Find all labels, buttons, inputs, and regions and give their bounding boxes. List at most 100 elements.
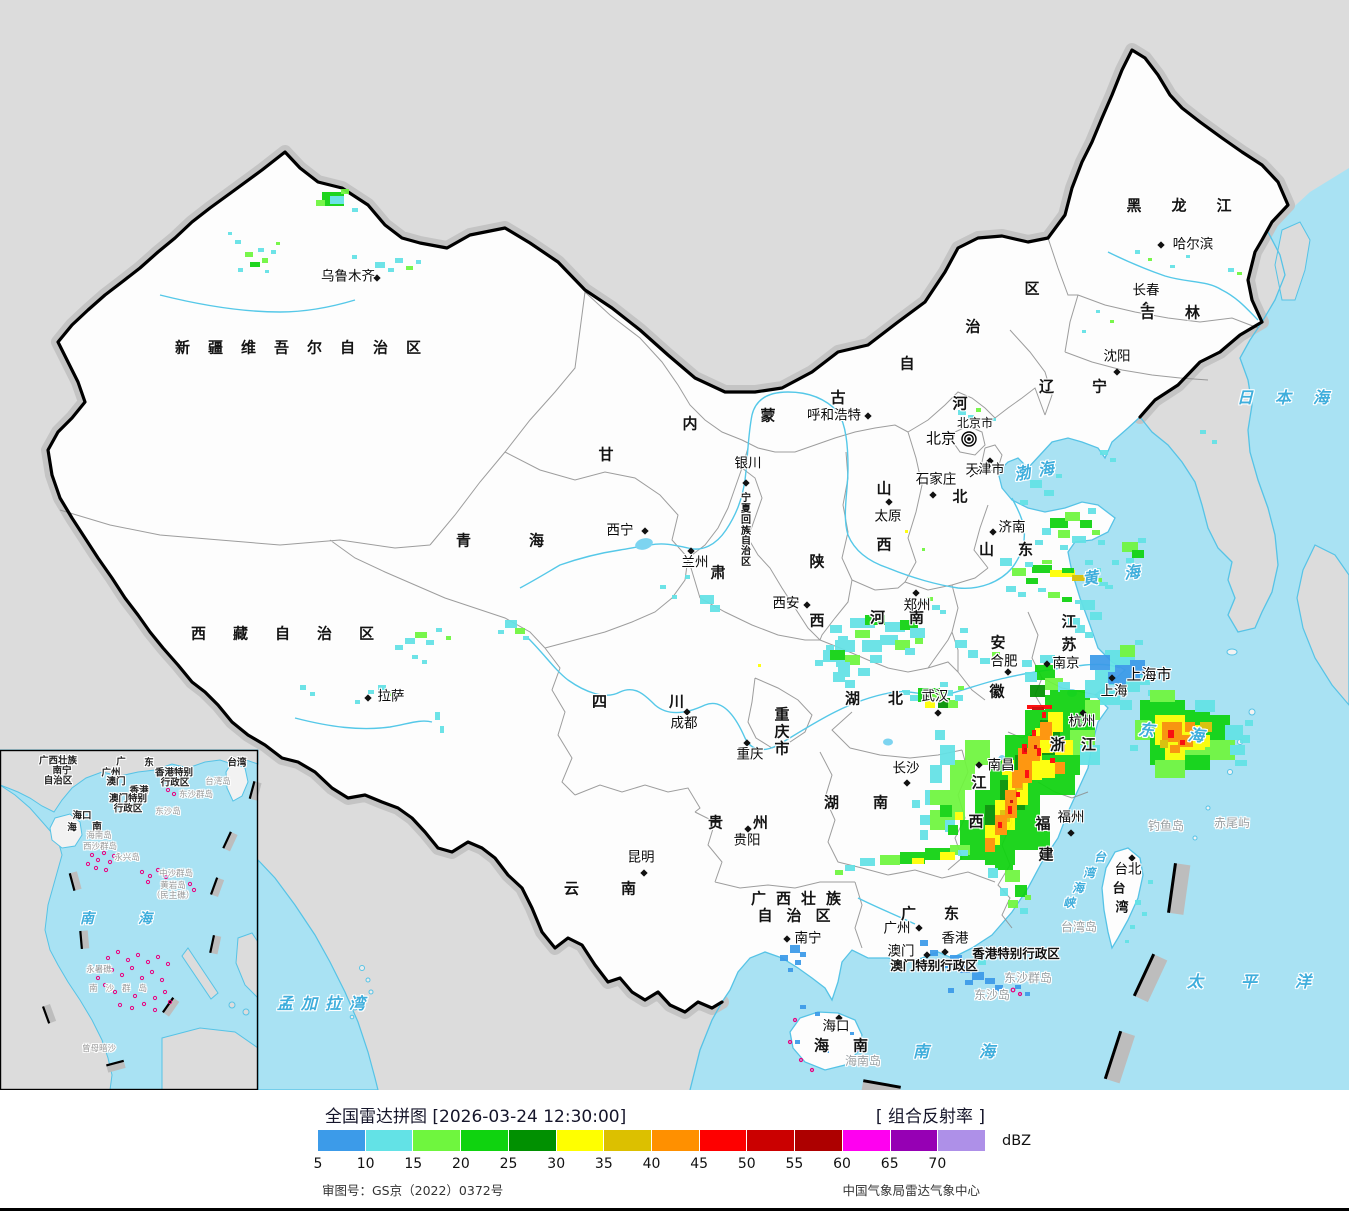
- radar-echo: [1025, 562, 1033, 567]
- city-label: 福州: [1057, 809, 1085, 826]
- radar-echo: [1040, 760, 1055, 778]
- legend-tick-label: 40: [642, 1156, 661, 1172]
- city-marker: [373, 274, 381, 282]
- radar-echo: [1006, 586, 1016, 592]
- radar-echo: [1042, 560, 1052, 564]
- legend-tick-label: 45: [690, 1156, 709, 1172]
- radar-echo: [1185, 755, 1210, 770]
- city-label: 天津市: [965, 462, 1005, 478]
- japan-landmass: [1296, 544, 1349, 706]
- province-label: 甘: [598, 445, 614, 464]
- radar-echo: [1138, 538, 1146, 543]
- radar-echo: [1080, 745, 1100, 765]
- city-label: 济南: [998, 519, 1026, 536]
- radar-echo: [1135, 900, 1141, 905]
- inset-label: 台湾: [227, 757, 247, 769]
- radar-echo: [1130, 925, 1135, 929]
- radar-echo: [1010, 800, 1013, 803]
- province-label: 河: [952, 394, 968, 413]
- radar-echo: [1065, 512, 1080, 521]
- sar-label: 澳门特别行政区: [890, 957, 978, 973]
- province-label: 辽宁: [1038, 377, 1146, 396]
- radar-echo: [958, 850, 968, 856]
- radar-echo: [1050, 518, 1068, 528]
- radar-echo: [710, 605, 720, 612]
- inset-label: 澳门: [106, 776, 126, 788]
- radar-echo: [1032, 707, 1044, 710]
- radar-echo: [1240, 735, 1250, 743]
- city-label: 澳门: [887, 943, 915, 960]
- radar-echo: [258, 248, 264, 252]
- inset-label: 广: [116, 756, 126, 768]
- island-label: 海南岛: [844, 1054, 882, 1068]
- city-label: 广州: [883, 920, 911, 937]
- radar-echo: [945, 690, 953, 696]
- city-label: 昆明: [627, 849, 655, 866]
- province-label: 自: [899, 354, 915, 373]
- radar-echo: [1025, 992, 1030, 996]
- city-label: 上海市: [1126, 665, 1172, 684]
- radar-echo: [927, 597, 933, 601]
- radar-echo: [880, 635, 898, 645]
- radar-echo: [1120, 700, 1132, 710]
- city-label: 香港: [941, 930, 969, 947]
- radar-map: [0, 0, 1349, 1090]
- radar-echo: [1168, 730, 1174, 738]
- province-label: 夏: [741, 504, 751, 515]
- radar-echo: [1008, 900, 1018, 908]
- radar-echo: [920, 940, 928, 946]
- radar-echo: [965, 740, 990, 765]
- radar-echo: [1050, 758, 1055, 763]
- island-label: 钓鱼岛: [1147, 819, 1185, 833]
- bay-of-bengal: [257, 858, 379, 1090]
- inset-label: 自治区: [43, 775, 73, 787]
- inset-island-label: 永兴岛: [114, 852, 140, 863]
- sar-label: 香港特别行政区: [972, 945, 1060, 961]
- radar-echo: [940, 805, 952, 817]
- radar-echo: [1048, 592, 1060, 598]
- radar-echo: [988, 868, 998, 878]
- radar-echo: [940, 745, 955, 765]
- city-label: 拉萨: [377, 688, 405, 705]
- radar-echo: [395, 258, 403, 263]
- radar-echo: [815, 660, 823, 666]
- radar-echo: [1000, 888, 1008, 896]
- radar-echo: [1155, 760, 1185, 778]
- island-label: 东沙群岛: [1003, 971, 1053, 985]
- province-label: 徽: [989, 682, 1005, 701]
- inset-label: 海: [67, 822, 77, 834]
- radar-echo: [436, 628, 442, 632]
- province-label: 广西壮族: [750, 889, 852, 908]
- legend-color-step: [556, 1130, 604, 1151]
- province-label: 陕: [809, 552, 825, 571]
- radar-echo: [1160, 740, 1168, 748]
- radar-echo: [920, 600, 930, 606]
- radar-echo: [1020, 500, 1028, 505]
- radar-echo: [790, 945, 800, 953]
- radar-echo: [845, 655, 860, 665]
- island-label: 东沙岛: [973, 988, 1011, 1002]
- radar-echo: [1098, 582, 1108, 586]
- province-label: 山东: [978, 540, 1058, 559]
- radar-echo: [1088, 508, 1096, 514]
- radar-echo: [1015, 885, 1027, 897]
- province-label: 四川: [591, 692, 747, 711]
- radar-echo: [1135, 250, 1140, 254]
- legend-tick-label: 55: [785, 1156, 804, 1172]
- radar-echo: [245, 252, 253, 257]
- province-label: 族: [741, 526, 751, 537]
- city-label: 南京: [1052, 655, 1080, 672]
- radar-echo: [910, 695, 918, 701]
- radar-echo: [1090, 612, 1102, 620]
- inset-label: 南宁: [52, 765, 72, 777]
- radar-echo: [1148, 258, 1152, 261]
- province-label: 吉林: [1139, 303, 1231, 322]
- radar-echo: [1090, 655, 1110, 670]
- radar-echo: [1068, 618, 1080, 628]
- inset-island-label: 永暑礁: [86, 964, 112, 975]
- radar-echo: [388, 692, 393, 696]
- province-label: 庆: [774, 722, 790, 741]
- radar-echo: [978, 960, 986, 965]
- province-label: 区: [741, 557, 751, 568]
